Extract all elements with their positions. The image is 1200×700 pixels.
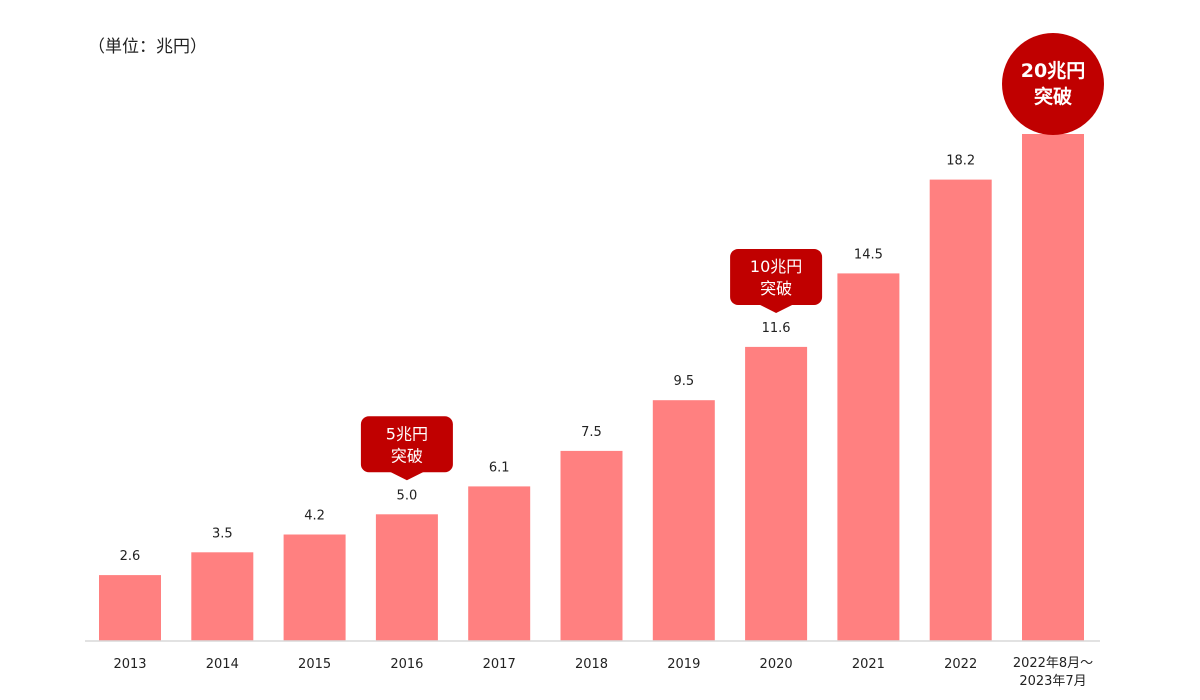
unit-label: （単位：兆円） — [88, 37, 207, 57]
category-label-4: 2017 — [483, 657, 516, 672]
bar-2 — [283, 534, 346, 641]
callout-1: 10兆円突破 — [730, 248, 823, 313]
callout-box — [730, 248, 823, 305]
badge-circle — [1002, 33, 1104, 135]
value-label-0: 2.6 — [120, 549, 141, 564]
down-arrow-icon — [382, 464, 431, 481]
bars-group — [99, 134, 1084, 642]
bar-0 — [99, 575, 161, 641]
callouts-group: 5兆円突破 10兆円突破 — [360, 248, 823, 481]
bar-8 — [837, 273, 900, 641]
bar-3 — [375, 514, 438, 642]
category-label-10: 2022年8月～ 2023年7月 — [1013, 656, 1093, 689]
value-label-4: 6.1 — [489, 460, 510, 475]
value-label-2: 4.2 — [304, 509, 325, 524]
value-label-8: 14.5 — [854, 247, 883, 262]
callout-text: 5兆円突破 — [386, 424, 428, 465]
bar-4 — [468, 486, 531, 641]
callout-box — [360, 416, 453, 473]
down-arrow-icon — [752, 296, 801, 313]
category-labels-group: 2013 2014 2015 2016 2017 2018 2019 2020 2021 2022… — [113, 656, 1093, 689]
category-label-3: 2016 — [390, 657, 423, 672]
category-label-0: 2013 — [113, 657, 146, 672]
category-label-7: 2020 — [760, 657, 793, 672]
category-label-9: 2022 — [944, 657, 977, 672]
bar-9 — [929, 179, 992, 641]
bar-1 — [191, 552, 254, 641]
bar-10 — [1022, 134, 1084, 641]
value-label-5: 7.5 — [581, 425, 602, 440]
category-label-6: 2019 — [667, 657, 700, 672]
badge-group: 20兆円突破 — [1002, 33, 1104, 135]
callout-text: 10兆円突破 — [750, 257, 802, 298]
value-labels-group: 2.6 3.5 4.2 5.0 6.1 7.5 9.5 11.6 14.5 18.2 — [120, 154, 976, 564]
value-label-9: 18.2 — [946, 154, 975, 169]
bar-6 — [652, 400, 715, 641]
badge-text: 20兆円突破 — [1021, 60, 1085, 108]
value-label-1: 3.5 — [212, 526, 233, 541]
value-label-6: 9.5 — [673, 374, 694, 389]
value-label-7: 11.6 — [762, 321, 791, 336]
category-label-2: 2015 — [298, 657, 331, 672]
bar-5 — [560, 450, 623, 641]
category-label-1: 2014 — [206, 657, 239, 672]
callout-0: 5兆円突破 — [360, 416, 453, 481]
category-label-5: 2018 — [575, 657, 608, 672]
value-label-3: 5.0 — [397, 488, 418, 503]
bar-7 — [745, 346, 808, 641]
category-label-8: 2021 — [852, 657, 885, 672]
